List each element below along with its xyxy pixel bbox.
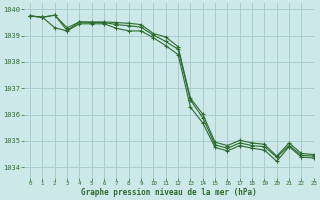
X-axis label: Graphe pression niveau de la mer (hPa): Graphe pression niveau de la mer (hPa) [81,188,257,197]
